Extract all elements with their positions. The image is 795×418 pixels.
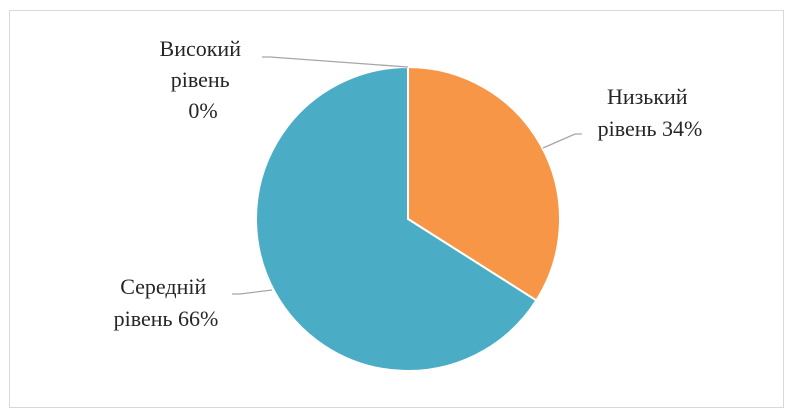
label-low-line2: рівень 34% xyxy=(598,116,703,141)
leader-low xyxy=(542,133,582,149)
label-medium: Середній рівень 66% xyxy=(114,274,219,331)
label-medium-line1: Середній xyxy=(120,274,206,299)
label-low-line1: Низький xyxy=(607,84,688,109)
pie-slices xyxy=(255,65,561,372)
leader-high xyxy=(262,56,409,68)
label-high-line2: рівень xyxy=(171,67,230,92)
leader-medium xyxy=(232,289,273,295)
label-low: Низький рівень 34% xyxy=(598,84,703,141)
label-high: Високий рівень 0% xyxy=(160,36,247,123)
label-high-line3: 0% xyxy=(188,98,217,123)
label-medium-line2: рівень 66% xyxy=(114,306,219,331)
leader-lines xyxy=(232,56,582,295)
slice-medium xyxy=(255,65,538,372)
label-high-line1: Високий xyxy=(160,36,242,61)
